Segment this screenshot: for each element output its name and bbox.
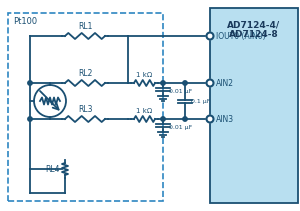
Text: RL3: RL3 bbox=[78, 105, 92, 114]
Text: 0.01 μF: 0.01 μF bbox=[169, 124, 192, 130]
Text: RL2: RL2 bbox=[78, 69, 92, 78]
Text: AD7124-4/
AD7124-8: AD7124-4/ AD7124-8 bbox=[227, 20, 280, 39]
Text: Pt100: Pt100 bbox=[13, 17, 37, 26]
Text: RL1: RL1 bbox=[78, 22, 92, 31]
Text: AIN2: AIN2 bbox=[216, 78, 234, 88]
Text: 0.01 μF: 0.01 μF bbox=[169, 88, 192, 93]
Circle shape bbox=[183, 81, 187, 85]
Text: RL4: RL4 bbox=[46, 165, 60, 174]
Circle shape bbox=[28, 81, 32, 85]
Circle shape bbox=[161, 117, 165, 121]
Bar bbox=[8, 13, 163, 201]
Text: 1 kΩ: 1 kΩ bbox=[136, 72, 153, 78]
Text: IOUT0 (AIN0): IOUT0 (AIN0) bbox=[216, 31, 266, 41]
Circle shape bbox=[206, 80, 214, 87]
Bar bbox=[210, 8, 298, 203]
Circle shape bbox=[161, 81, 165, 85]
Circle shape bbox=[206, 32, 214, 39]
Circle shape bbox=[183, 117, 187, 121]
Text: AIN3: AIN3 bbox=[216, 115, 234, 123]
Text: 0.1 μF: 0.1 μF bbox=[191, 99, 210, 104]
Circle shape bbox=[28, 117, 32, 121]
Circle shape bbox=[206, 115, 214, 123]
Text: 1 kΩ: 1 kΩ bbox=[136, 108, 153, 114]
